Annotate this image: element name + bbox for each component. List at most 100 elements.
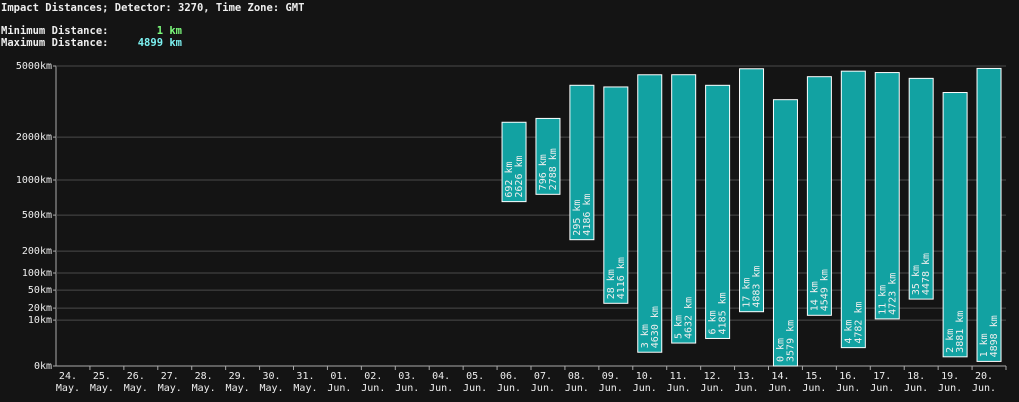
x-tick-label: 25. <box>93 371 111 382</box>
x-tick-label: 02. <box>364 371 382 382</box>
x-tick-label: Jun. <box>531 383 555 394</box>
x-tick-label: 13. <box>738 371 756 382</box>
x-tick-label: 04. <box>432 371 450 382</box>
bar-label-low: 35 km <box>911 265 922 295</box>
x-tick-label: 11. <box>670 371 688 382</box>
bar-label-low: 17 km <box>742 278 753 308</box>
x-tick-label: Jun. <box>802 383 826 394</box>
max-value: 4899 km <box>138 37 182 49</box>
bar-label-high: 4632 km <box>684 297 695 339</box>
bar-labels: 692 km 2626 km <box>504 155 525 197</box>
x-tick-label: Jun. <box>904 383 928 394</box>
bar <box>908 77 934 300</box>
bar-labels: 4 km 4782 km <box>843 301 864 343</box>
bar-labels: 35 km 4478 km <box>911 253 932 295</box>
x-tick-label: Jun. <box>701 383 725 394</box>
bar-label-high: 4549 km <box>819 269 830 311</box>
x-tick-label: Jun. <box>463 383 487 394</box>
x-tick-label: May. <box>226 383 250 394</box>
bar <box>942 92 968 358</box>
max-label: Maximum Distance: <box>1 37 108 49</box>
bar-label-low: 295 km <box>572 200 583 236</box>
x-tick-label: Jun. <box>836 383 860 394</box>
bar <box>739 68 765 313</box>
y-tick-label: 500km <box>22 210 52 221</box>
y-tick-label: 0km <box>34 361 52 372</box>
x-tick-label: 27. <box>161 371 179 382</box>
x-tick-label: Jun. <box>395 383 419 394</box>
bar-label-low: 28 km <box>606 269 617 299</box>
bar <box>637 74 663 353</box>
bar-labels: 1 km 4898 km <box>979 315 1000 357</box>
x-tick-label: 28. <box>195 371 213 382</box>
bar-labels: 14 km 4549 km <box>809 269 830 311</box>
x-tick-label: 12. <box>704 371 722 382</box>
x-tick-label: 01. <box>330 371 348 382</box>
x-tick-label: Jun. <box>870 383 894 394</box>
bar-label-low: 1 km <box>979 333 990 357</box>
bar-label-high: 2626 km <box>514 155 525 197</box>
y-tick-label: 5000km <box>16 61 52 72</box>
x-tick-label: Jun. <box>361 383 385 394</box>
bar-label-low: 14 km <box>809 281 820 311</box>
bar <box>840 70 866 349</box>
bar <box>671 74 697 344</box>
x-tick-label: 30. <box>263 371 281 382</box>
min-label: Minimum Distance: <box>1 25 108 37</box>
x-tick-label: 06. <box>500 371 518 382</box>
bar-labels: 3 km 4630 km <box>640 306 661 348</box>
bar <box>806 76 832 316</box>
x-tick-label: Jun. <box>599 383 623 394</box>
bar-label-high: 4478 km <box>921 253 932 295</box>
x-tick-label: May. <box>90 383 114 394</box>
chart-title: Impact Distances; Detector: 3270, Time Z… <box>1 2 304 14</box>
bar-label-low: 0 km <box>775 338 786 362</box>
bar-label-low: 4 km <box>843 320 854 344</box>
bar-labels: 0 km 3579 km <box>775 320 796 362</box>
x-tick-label: 31. <box>296 371 314 382</box>
y-tick-label: 10km <box>28 315 52 326</box>
bar-labels: 796 km 2788 km <box>538 148 559 190</box>
x-tick-label: Jun. <box>327 383 351 394</box>
x-tick-label: 03. <box>398 371 416 382</box>
y-tick-label: 2000km <box>16 132 52 143</box>
bar-label-low: 796 km <box>538 154 549 190</box>
bar-label-low: 5 km <box>674 315 685 339</box>
bar-label-low: 692 km <box>504 161 515 197</box>
bar-labels: 11 km 4723 km <box>877 273 898 315</box>
bar-label-high: 4782 km <box>853 301 864 343</box>
bar-labels: 295 km 4186 km <box>572 194 593 236</box>
bar <box>603 86 629 304</box>
min-value: 1 km <box>157 25 182 37</box>
bar-label-high: 4883 km <box>752 266 763 308</box>
bar-label-low: 2 km <box>945 329 956 353</box>
bar-label-low: 6 km <box>708 310 719 334</box>
bar-labels: 5 km 4632 km <box>674 297 695 339</box>
bar <box>705 84 731 339</box>
bar-labels: 2 km 3881 km <box>945 311 966 353</box>
x-tick-label: 29. <box>229 371 247 382</box>
bar-labels: 28 km 4116 km <box>606 257 627 299</box>
bar-label-high: 3579 km <box>785 320 796 362</box>
x-tick-label: 20. <box>975 371 993 382</box>
bar-label-low: 3 km <box>640 324 651 348</box>
x-tick-label: Jun. <box>565 383 589 394</box>
x-tick-label: 19. <box>941 371 959 382</box>
x-tick-label: May. <box>158 383 182 394</box>
x-tick-label: 17. <box>873 371 891 382</box>
x-tick-label: Jun. <box>972 383 996 394</box>
bar-label-high: 4898 km <box>989 315 1000 357</box>
x-tick-label: 16. <box>839 371 857 382</box>
x-tick-label: May. <box>192 383 216 394</box>
x-tick-label: May. <box>293 383 317 394</box>
x-tick-label: May. <box>124 383 148 394</box>
bar-label-high: 3881 km <box>955 311 966 353</box>
x-tick-label: 08. <box>568 371 586 382</box>
y-tick-label: 1000km <box>16 175 52 186</box>
bar <box>501 121 527 203</box>
x-tick-label: 26. <box>127 371 145 382</box>
bar-label-high: 2788 km <box>548 148 559 190</box>
y-tick-label: 20km <box>28 303 52 314</box>
